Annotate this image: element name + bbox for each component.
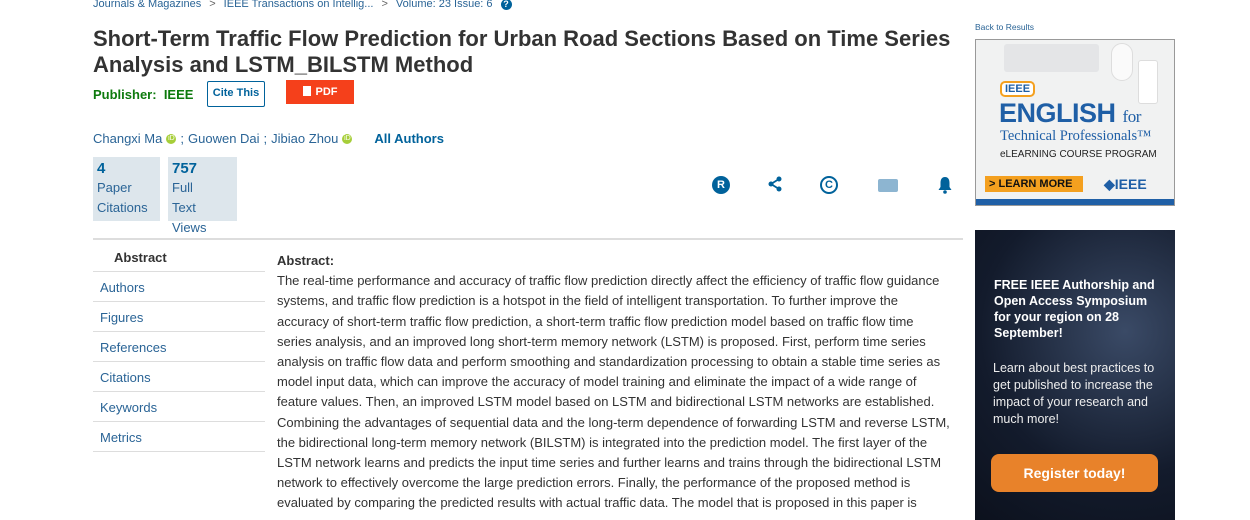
breadcrumb-journal[interactable]: IEEE Transactions on Intellig... <box>223 0 374 10</box>
full-text-views-metric[interactable]: 757 Full Text Views <box>168 157 237 235</box>
question-circle-icon[interactable]: ? <box>500 0 512 10</box>
nav-item-references[interactable]: References <box>93 332 265 362</box>
symposium-ad[interactable]: FREE IEEE Authorship and Open Access Sym… <box>975 230 1175 520</box>
abstract-line: the bidirectional long-term memory netwo… <box>277 434 928 450</box>
pdf-label: PDF <box>315 86 338 98</box>
abstract-line: evaluated by comparing the predicted res… <box>277 495 917 511</box>
breadcrumb: Journals & Magazines > IEEE Transactions… <box>93 0 512 10</box>
keyboard-image <box>1004 44 1099 72</box>
publisher-name: IEEE <box>163 87 194 102</box>
ad-for: for <box>1122 107 1142 126</box>
breadcrumb-separator: > <box>209 0 216 10</box>
phone-image <box>1138 60 1158 104</box>
metric-value: 4 <box>97 160 106 177</box>
orcid-icon[interactable]: iD <box>166 133 177 144</box>
breadcrumb-separator: > <box>381 0 388 10</box>
nav-item-authors[interactable]: Authors <box>93 272 265 302</box>
learn-more-button[interactable]: > LEARN MORE <box>985 176 1083 192</box>
ad-body: Learn about best practices to get publis… <box>993 361 1155 426</box>
orcid-icon[interactable]: iD <box>342 133 353 144</box>
abstract-heading: Abstract: <box>277 253 335 268</box>
metric-label: Paper <box>97 180 132 195</box>
metric-label: Text <box>172 200 196 215</box>
author-link[interactable]: Guowen Dai <box>188 131 260 146</box>
abstract-line: feature values. Then, an improved LSTM m… <box>277 394 935 410</box>
metric-label: Full <box>172 180 193 195</box>
ieee-bubble-logo: IEEE <box>1000 81 1036 97</box>
ad-tech-professionals: Technical Professionals™ <box>1000 128 1152 144</box>
abstract-line: analysis on traffic flow data and perfor… <box>277 354 941 370</box>
folder-icon[interactable] <box>878 179 898 192</box>
ad-english-word: ENGLISH <box>999 98 1116 128</box>
metric-label: Citations <box>97 200 148 215</box>
ad-band <box>976 199 1174 205</box>
abstract-section: Abstract: The real-time performance and … <box>277 251 967 514</box>
mouse-image <box>1111 43 1133 81</box>
abstract-line: Combining the advantages of sequential d… <box>277 414 950 430</box>
author-link[interactable]: Changxi Ma <box>93 131 163 146</box>
abstract-line: accuracy of short-term traffic flow pred… <box>277 313 914 329</box>
abstract-line: The real-time performance and accuracy o… <box>277 273 940 289</box>
publisher-label: Publisher: <box>93 87 157 102</box>
section-nav: Abstract Authors Figures References Cita… <box>93 242 265 452</box>
divider <box>93 238 963 240</box>
cite-this-button[interactable]: Cite This <box>207 81 265 107</box>
back-to-results-link[interactable]: Back to Results <box>975 22 1035 32</box>
pdf-file-icon <box>302 86 311 96</box>
breadcrumb-issue[interactable]: Volume: 23 Issue: 6 <box>395 0 493 10</box>
nav-item-figures[interactable]: Figures <box>93 302 265 332</box>
ad-english: ENGLISH for <box>999 98 1141 129</box>
abstract-text: The real-time performance and accuracy o… <box>277 271 967 513</box>
page-title: Short-Term Traffic Flow Prediction for U… <box>93 26 951 77</box>
pdf-button[interactable]: PDF <box>286 80 354 104</box>
abstract-line: LSTM network learns and predicts the inp… <box>277 455 942 471</box>
abstract-line: systems, and traffic flow prediction is … <box>277 293 898 309</box>
rights-permissions-icon[interactable]: R <box>712 176 730 194</box>
abstract-line: network to effectively overcome the larg… <box>277 475 911 491</box>
article-actions: R C <box>690 176 970 200</box>
author-link[interactable]: Jibiao Zhou <box>271 131 339 146</box>
share-icon[interactable] <box>766 176 784 194</box>
abstract-line: model input data, which can improve the … <box>277 374 917 390</box>
nav-item-keywords[interactable]: Keywords <box>93 392 265 422</box>
publisher: Publisher: IEEE <box>93 87 193 102</box>
ieee-logo: ◆IEEE <box>1104 176 1147 192</box>
paper-citations-metric[interactable]: 4 Paper Citations <box>93 157 160 221</box>
alert-bell-icon[interactable] <box>936 176 954 194</box>
nav-item-abstract[interactable]: Abstract <box>93 242 265 272</box>
nav-item-citations[interactable]: Citations <box>93 362 265 392</box>
copyright-icon[interactable]: C <box>820 176 838 194</box>
ad-program: eLEARNING COURSE PROGRAM <box>1000 149 1157 160</box>
nav-item-metrics[interactable]: Metrics <box>93 422 265 452</box>
english-course-ad[interactable]: IEEE ENGLISH for Technical Professionals… <box>975 39 1175 206</box>
all-authors-link[interactable]: All Authors <box>374 131 444 146</box>
metric-value: 757 <box>172 160 198 177</box>
author-separator: ; <box>263 131 268 146</box>
register-today-button[interactable]: Register today! <box>991 454 1158 492</box>
ad-headline: FREE IEEE Authorship and Open Access Sym… <box>994 278 1155 340</box>
abstract-line: series analysis, and an improved long sh… <box>277 333 926 349</box>
author-separator: ; <box>180 131 184 146</box>
metric-label: Views <box>172 220 207 235</box>
author-list: Changxi Ma iD ; Guowen Dai ; Jibiao Zhou i… <box>93 131 444 146</box>
breadcrumb-journals[interactable]: Journals & Magazines <box>93 0 202 10</box>
